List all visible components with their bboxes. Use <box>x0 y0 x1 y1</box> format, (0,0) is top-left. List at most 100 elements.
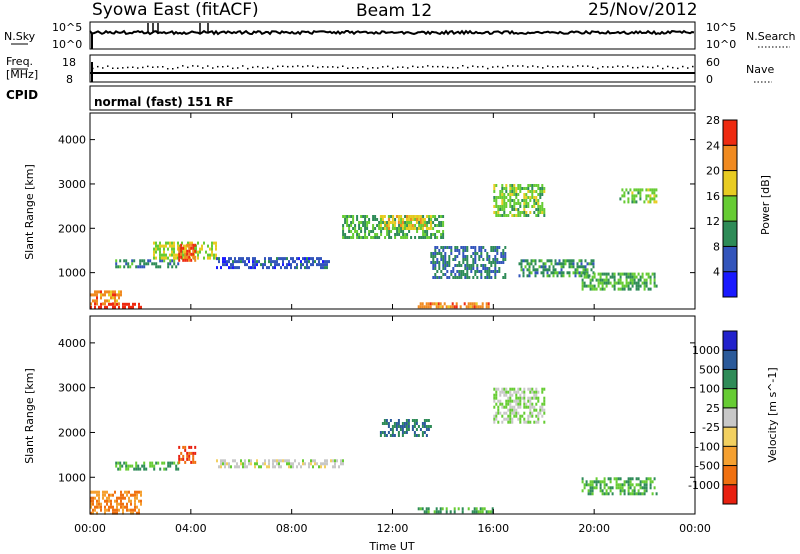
heatmap-cell <box>119 461 122 465</box>
heatmap-cell <box>116 508 118 512</box>
heatmap-cell <box>344 215 347 218</box>
heatmap-cell <box>497 196 500 199</box>
heatmap-cell <box>393 227 396 230</box>
heatmap-cell <box>376 236 379 239</box>
heatmap-cell <box>493 199 496 202</box>
heatmap-cell <box>584 268 587 272</box>
cpid-mode-text: normal (fast) 151 RF <box>94 95 234 109</box>
power-ylabel: Slant Range [km] <box>23 164 36 260</box>
heatmap-cell <box>495 199 498 202</box>
heatmap-cell <box>541 184 544 187</box>
heatmap-cell <box>472 246 475 249</box>
heatmap-cell <box>256 263 258 267</box>
heatmap-cell <box>405 431 408 434</box>
heatmap-cell <box>218 465 220 469</box>
heatmap-cell <box>108 496 110 500</box>
heatmap-cell <box>525 202 528 205</box>
heatmap-cell <box>322 263 324 267</box>
heatmap-cell <box>494 267 497 270</box>
heatmap-cell <box>589 486 592 490</box>
heatmap-cell <box>181 241 183 245</box>
heatmap-cell <box>155 461 158 465</box>
heatmap-cell <box>254 260 256 264</box>
heatmap-cell <box>434 218 437 221</box>
heatmap-cell <box>211 247 213 251</box>
heatmap-cell <box>226 462 228 466</box>
nave-dot <box>572 66 574 68</box>
heatmap-cell <box>490 276 493 279</box>
heatmap-cell <box>497 205 500 208</box>
heatmap-cell <box>188 258 191 262</box>
heatmap-cell <box>380 230 383 233</box>
heatmap-cell <box>387 215 390 218</box>
heatmap-cell <box>421 305 424 309</box>
heatmap-cell <box>90 302 92 306</box>
heatmap-cell <box>134 493 136 497</box>
heatmap-cell <box>436 258 439 261</box>
nave-dot <box>492 66 494 68</box>
heatmap-cell <box>534 268 537 272</box>
heatmap-cell <box>137 467 140 471</box>
heatmap-cell <box>591 486 594 490</box>
heatmap-cell <box>322 462 324 466</box>
heatmap-cell <box>478 255 481 258</box>
heatmap-cell <box>104 299 106 303</box>
heatmap-cell <box>504 255 507 258</box>
heatmap-cell <box>385 224 388 227</box>
heatmap-cell <box>211 253 213 257</box>
heatmap-cell <box>413 215 416 218</box>
colorbar-tick-label: 25 <box>706 402 720 415</box>
heatmap-cell <box>627 492 630 496</box>
heatmap-cell <box>390 230 393 233</box>
heatmap-cell <box>619 483 622 487</box>
heatmap-cell <box>599 480 602 484</box>
heatmap-cell <box>493 414 496 418</box>
heatmap-cell <box>276 459 278 463</box>
heatmap-cell <box>609 281 612 285</box>
heatmap-cell <box>92 299 94 303</box>
heatmap-cell <box>404 236 407 239</box>
heatmap-cell <box>169 262 172 266</box>
colorbar-tick-label: -25 <box>702 421 720 434</box>
heatmap-cell <box>163 244 165 248</box>
heatmap-cell <box>218 257 220 261</box>
heatmap-cell <box>429 305 432 309</box>
heatmap-cell <box>344 233 347 236</box>
heatmap-cell <box>424 236 427 239</box>
heatmap-cell <box>454 258 457 261</box>
heatmap-cell <box>582 271 585 275</box>
heatmap-cell <box>536 268 539 272</box>
heatmap-cell <box>587 275 590 279</box>
heatmap-cell <box>541 408 544 412</box>
heatmap-cell <box>550 271 553 275</box>
heatmap-cell <box>372 215 375 218</box>
nave-dot <box>432 65 434 68</box>
heatmap-cell <box>300 263 302 267</box>
heatmap-cell <box>540 259 543 263</box>
heatmap-cell <box>310 462 312 466</box>
nave-dot <box>522 65 524 67</box>
heatmap-cell <box>362 224 365 227</box>
heatmap-cell <box>344 221 347 224</box>
heatmap-cell <box>421 425 424 428</box>
heatmap-cell <box>522 274 525 278</box>
heatmap-cell <box>137 265 140 269</box>
heatmap-cell <box>517 405 520 409</box>
nave-dot <box>472 65 474 67</box>
heatmap-cell <box>603 486 606 490</box>
heatmap-cell <box>98 502 100 506</box>
heatmap-cell <box>532 259 535 263</box>
heatmap-cell <box>537 420 540 424</box>
nave-dot <box>102 67 104 69</box>
heatmap-cell <box>222 462 224 466</box>
heatmap-cell <box>415 221 418 224</box>
heatmap-cell <box>552 265 555 269</box>
heatmap-cell <box>429 221 432 224</box>
heatmap-cell <box>106 499 108 503</box>
heatmap-cell <box>350 236 353 239</box>
heatmap-cell <box>108 302 110 306</box>
heatmap-cell <box>171 247 173 251</box>
heatmap-cell <box>509 211 512 214</box>
heatmap-cell <box>190 451 193 455</box>
heatmap-cell <box>535 184 538 187</box>
